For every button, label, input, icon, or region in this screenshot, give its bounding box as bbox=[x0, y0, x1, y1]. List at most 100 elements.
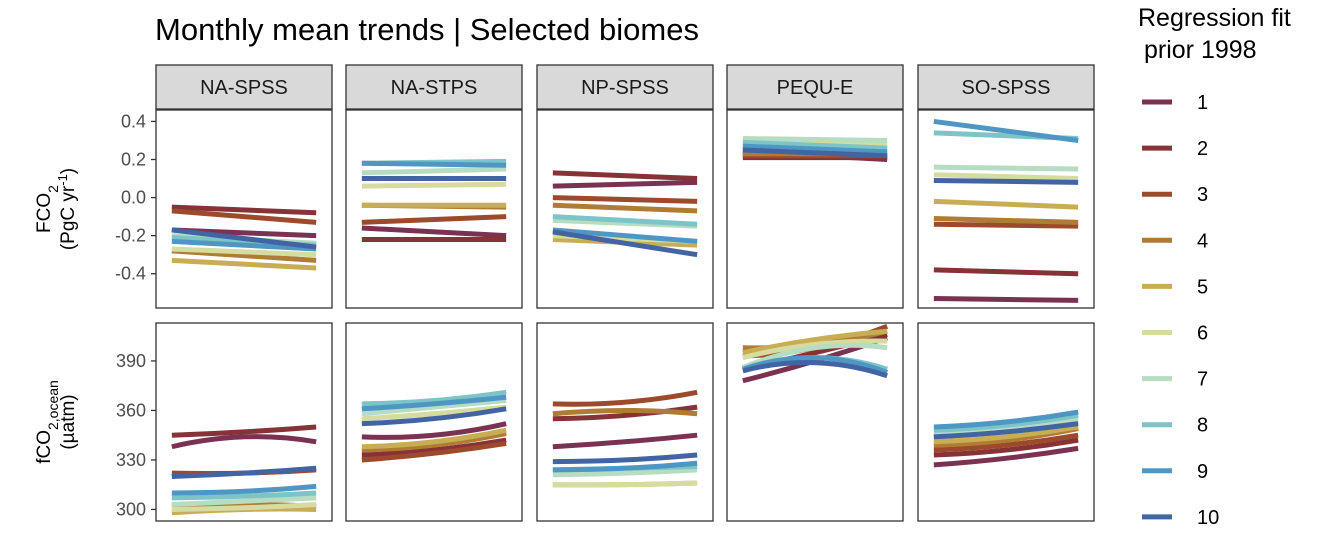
series-line-month-2 bbox=[933, 437, 1079, 458]
panel-na-spss-row-1 bbox=[171, 204, 317, 271]
legend-label: 7 bbox=[1197, 369, 1208, 391]
y-axis-unit-1: (PgC yr-1) bbox=[55, 168, 80, 250]
legend-item-7: 7 bbox=[1142, 369, 1208, 391]
series-line-month-9 bbox=[933, 409, 1079, 430]
series-line-month-3 bbox=[933, 221, 1079, 229]
panel-pequ-e-row-1 bbox=[742, 136, 888, 162]
panel-border bbox=[726, 322, 904, 522]
series-line-month-3 bbox=[552, 195, 698, 204]
panel-so-spss-row-1 bbox=[933, 118, 1079, 303]
legend-label: 2 bbox=[1197, 138, 1208, 160]
y-axis-title-2: fCO2,ocean bbox=[34, 380, 61, 464]
series-line-month-2 bbox=[361, 437, 507, 458]
series-line-month-9 bbox=[361, 394, 507, 412]
series-line-month-1 bbox=[933, 445, 1079, 468]
legend-title-line-1: Regression fit bbox=[1138, 4, 1291, 32]
y-axis-title-main: fCO bbox=[34, 430, 55, 464]
series-line-month-9 bbox=[171, 483, 317, 496]
chart-title: Monthly mean trends | Selected biomes bbox=[155, 12, 699, 47]
facet-strip-label: NA-STPS bbox=[391, 77, 478, 99]
legend-label: 3 bbox=[1197, 184, 1208, 206]
series-line-month-7 bbox=[741, 342, 888, 370]
legend-item-2: 2 bbox=[1142, 138, 1208, 160]
series-line-month-6 bbox=[933, 172, 1079, 182]
y-tick-label: -0.4 bbox=[115, 264, 146, 284]
y-tick-label: 390 bbox=[116, 351, 146, 371]
series-line-month-1 bbox=[361, 421, 507, 440]
series-line-month-1 bbox=[361, 225, 507, 239]
series-line-month-5 bbox=[933, 198, 1079, 210]
legend-title-line-2: prior 1998 bbox=[1144, 36, 1257, 64]
series-line-month-5 bbox=[742, 328, 888, 356]
series-line-month-2 bbox=[933, 267, 1079, 277]
series-line-month-4 bbox=[361, 431, 507, 453]
y-axis-title-subscript: 2 bbox=[45, 185, 61, 193]
panel-border bbox=[345, 322, 523, 522]
series-line-month-1 bbox=[552, 432, 698, 450]
series-line-month-10 bbox=[171, 465, 317, 479]
series-line-month-10 bbox=[171, 227, 317, 250]
facet-strip-pequ-e: PEQU-E bbox=[726, 64, 904, 110]
series-line-month-1 bbox=[552, 179, 698, 189]
legend-label: 10 bbox=[1197, 507, 1219, 529]
series-line-month-10 bbox=[742, 147, 888, 159]
series-line-month-10 bbox=[742, 359, 888, 379]
facet-strip-background bbox=[345, 64, 523, 110]
series-line-month-9 bbox=[742, 143, 888, 155]
y-axis-title-main: FCO bbox=[34, 193, 55, 233]
series-line-month-3 bbox=[361, 214, 507, 225]
legend: Regression fit prior 1998 1 2 3 4 5 6 7 8 9 10 bbox=[1138, 4, 1291, 529]
series-line-month-7 bbox=[742, 136, 888, 143]
series-line-month-3 bbox=[933, 432, 1079, 453]
y-tick-label: -0.2 bbox=[115, 226, 146, 246]
series-line-month-3 bbox=[552, 389, 698, 407]
series-line-month-2 bbox=[552, 170, 698, 182]
series-line-month-7 bbox=[933, 416, 1079, 437]
legend-label: 8 bbox=[1197, 415, 1208, 437]
plot-area: NA-SPSS NA-STPS NP-SPSS PEQU-E SO-SPSS 0.4 0.2… bbox=[34, 64, 1095, 522]
panel-na-stps-row-2 bbox=[361, 389, 507, 463]
legend-label: 5 bbox=[1197, 276, 1208, 298]
y-axis-title-subscript: 2,ocean bbox=[45, 380, 61, 430]
legend-items: 1 2 3 4 5 6 7 8 9 10 bbox=[1142, 92, 1219, 529]
legend-item-9: 9 bbox=[1142, 461, 1208, 483]
series-line-month-7 bbox=[171, 495, 317, 507]
facet-strip-na-stps: NA-STPS bbox=[345, 64, 523, 110]
legend-item-1: 1 bbox=[1142, 92, 1208, 114]
series-line-month-4 bbox=[933, 216, 1079, 225]
legend-label: 9 bbox=[1197, 461, 1208, 483]
facet-strip-background bbox=[155, 64, 333, 110]
series-line-month-4 bbox=[552, 407, 698, 417]
panel-np-spss-row-2 bbox=[552, 389, 698, 488]
series-line-month-10 bbox=[552, 452, 698, 465]
panel-border bbox=[536, 322, 714, 522]
y-tick-label: 0.0 bbox=[121, 188, 146, 208]
y-tick-label: 0.2 bbox=[121, 150, 146, 170]
facet-strip-np-spss: NP-SPSS bbox=[536, 64, 714, 110]
facet-strip-label: NP-SPSS bbox=[581, 77, 669, 99]
series-line-month-8 bbox=[933, 412, 1079, 433]
series-line-month-5 bbox=[361, 427, 507, 450]
series-line-month-2 bbox=[171, 204, 317, 216]
series-line-month-3 bbox=[171, 208, 317, 225]
series-line-month-7 bbox=[361, 166, 507, 176]
panel-border bbox=[917, 109, 1095, 309]
series-line-month-7 bbox=[552, 467, 698, 478]
series-line-month-4 bbox=[171, 248, 317, 263]
legend-item-5: 5 bbox=[1142, 276, 1208, 298]
panel-border bbox=[917, 322, 1095, 522]
series-line-month-4 bbox=[552, 202, 698, 214]
series-line-month-3 bbox=[361, 440, 507, 463]
y-tick-label: 330 bbox=[116, 450, 146, 470]
series-line-month-8 bbox=[552, 214, 698, 227]
series-line-month-2 bbox=[171, 424, 317, 438]
panel-border bbox=[155, 109, 333, 309]
series-line-month-9 bbox=[742, 355, 889, 375]
series-line-month-5 bbox=[933, 424, 1079, 445]
panel-border bbox=[536, 109, 714, 309]
series-line-month-9 bbox=[171, 238, 317, 252]
legend-item-3: 3 bbox=[1142, 184, 1208, 206]
series-line-month-9 bbox=[552, 227, 698, 244]
legend-item-10: 10 bbox=[1142, 507, 1219, 529]
